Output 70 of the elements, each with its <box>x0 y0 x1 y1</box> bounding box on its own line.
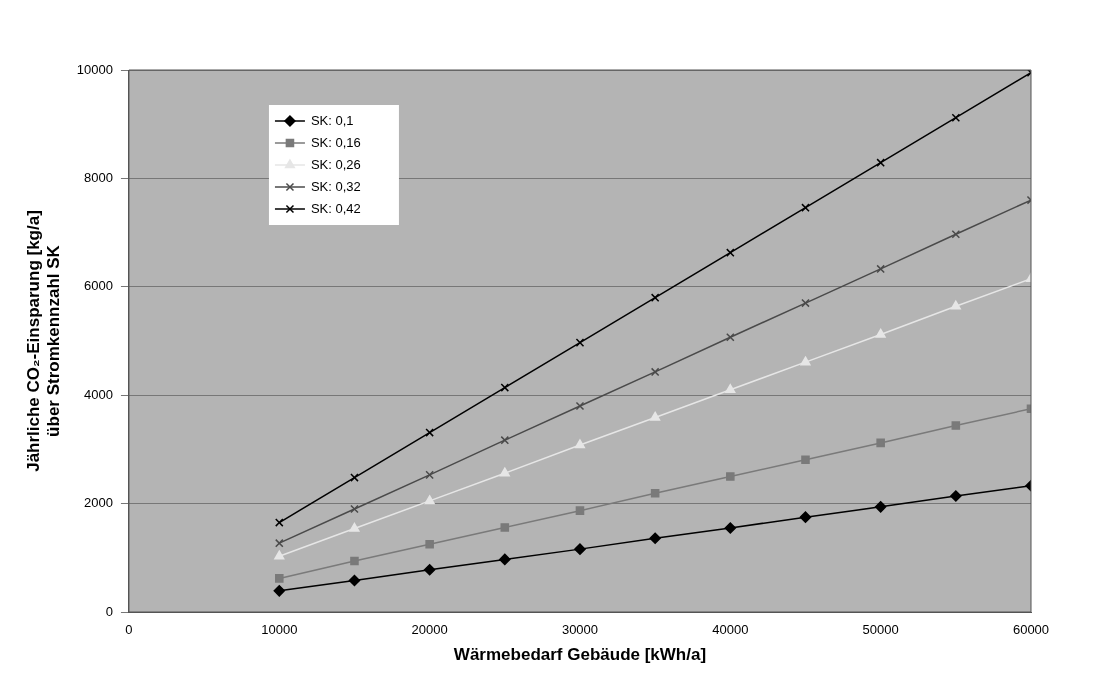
point <box>799 511 812 523</box>
point <box>500 435 510 445</box>
y-tick-label: 4000 <box>84 386 113 402</box>
point <box>650 411 661 421</box>
legend-label: SK: 0,1 <box>310 112 354 128</box>
point <box>349 522 360 532</box>
point <box>951 229 961 239</box>
point <box>649 532 661 545</box>
y-tick-label: 0 <box>105 603 113 619</box>
legend-label: SK: 0,42 <box>310 200 361 216</box>
point <box>275 518 284 527</box>
point <box>423 563 436 576</box>
x-tick-label: 20000 <box>411 622 448 638</box>
point <box>876 158 885 167</box>
point <box>425 428 434 437</box>
point <box>801 203 810 212</box>
point <box>275 538 284 548</box>
point <box>876 438 885 448</box>
point <box>801 455 810 464</box>
point <box>726 248 735 257</box>
point <box>350 556 359 566</box>
point <box>574 543 586 555</box>
point <box>425 539 434 549</box>
point <box>275 574 284 583</box>
y-tick-label: 2000 <box>84 495 113 511</box>
point <box>274 550 285 560</box>
legend-label: SK: 0,26 <box>310 156 361 172</box>
point <box>801 298 810 308</box>
point <box>348 574 361 587</box>
x-tick-label: 30000 <box>561 622 599 638</box>
x-axis-title: Wärmebedarf Gebäude [kWh/a] <box>453 645 707 665</box>
point <box>950 490 962 502</box>
point <box>499 467 510 477</box>
point <box>951 421 961 430</box>
x-tick-label: 40000 <box>712 622 749 638</box>
point <box>800 356 811 366</box>
point <box>273 585 286 597</box>
point <box>574 439 586 449</box>
point <box>499 553 511 566</box>
point <box>876 264 885 274</box>
point <box>724 522 737 534</box>
point <box>350 504 359 514</box>
point <box>725 384 736 394</box>
point <box>650 367 660 377</box>
point <box>950 300 961 310</box>
point <box>350 473 359 482</box>
point <box>650 489 660 498</box>
point <box>726 472 735 481</box>
point <box>575 401 585 411</box>
legend-label: SK: 0,16 <box>310 134 361 150</box>
point <box>575 338 585 347</box>
point <box>726 332 735 342</box>
point <box>500 383 510 392</box>
point <box>575 506 585 515</box>
x-tick-label: 50000 <box>862 622 899 638</box>
point <box>424 495 435 505</box>
point <box>874 501 887 513</box>
point <box>650 293 660 302</box>
point <box>875 328 886 338</box>
point <box>500 523 510 532</box>
legend-label: SK: 0,32 <box>310 178 361 194</box>
y-tick-label: 6000 <box>84 278 113 294</box>
x-tick-label: 10000 <box>261 622 298 638</box>
y-tick-label: 8000 <box>84 169 113 185</box>
y-tick-label: 10000 <box>76 61 113 77</box>
point <box>951 113 961 122</box>
x-tick-label: 0 <box>125 622 133 638</box>
x-tick-label: 60000 <box>1012 622 1050 638</box>
point <box>425 470 434 480</box>
y-axis-title: Jährliche CO₂-Einsparung [kg/a] über Stromkennzahl SK <box>23 210 64 472</box>
